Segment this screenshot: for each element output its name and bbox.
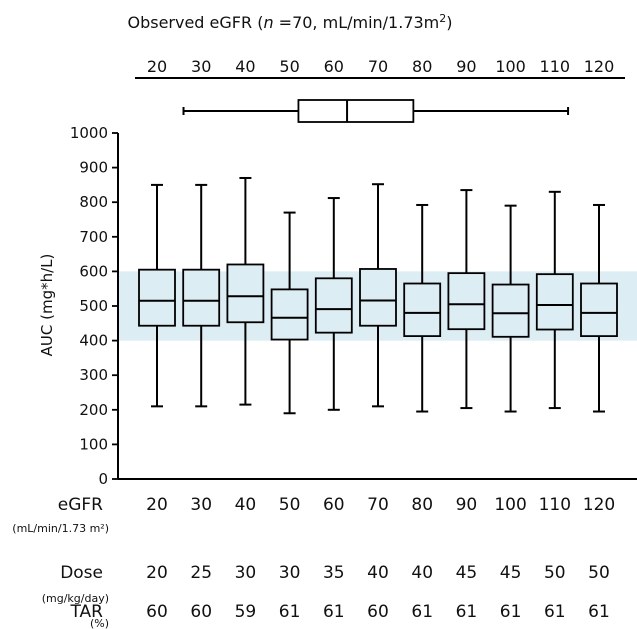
iqr-box (535, 273, 574, 331)
row-label-tar: TAR (69, 602, 103, 622)
row-value-dose: 40 (367, 563, 389, 583)
row-value-egfr: 60 (323, 495, 345, 515)
y-tick-label: 700 (79, 228, 108, 246)
row-value-egfr: 50 (279, 495, 301, 515)
row-value-dose: 20 (146, 563, 168, 583)
row-value-dose: 30 (279, 563, 301, 583)
row-value-tar: 61 (279, 602, 301, 622)
row-value-tar: 60 (146, 602, 168, 622)
auc-box-group (491, 204, 530, 413)
y-tick-label: 600 (79, 262, 108, 280)
y-tick-label: 1000 (70, 124, 108, 142)
row-value-egfr: 110 (539, 495, 571, 515)
iqr-box (491, 283, 530, 338)
row-value-dose: 50 (588, 563, 610, 583)
top-axis-tick-label: 50 (279, 57, 299, 76)
iqr-box (226, 263, 265, 324)
top-axis-tick-label: 30 (191, 57, 211, 76)
row-value-egfr: 90 (456, 495, 478, 515)
row-value-egfr: 70 (367, 495, 389, 515)
top-axis-tick-label: 40 (235, 57, 255, 76)
observed-iqr-box (297, 99, 415, 123)
row-value-dose: 45 (500, 563, 522, 583)
auc-box-group (182, 183, 221, 408)
row-value-tar: 61 (500, 602, 522, 622)
row-value-egfr: 120 (583, 495, 615, 515)
row-value-tar: 60 (190, 602, 212, 622)
row-value-tar: 61 (411, 602, 433, 622)
row-unit-egfr: (mL/min/1.73 m²) (12, 522, 109, 535)
row-value-dose: 35 (323, 563, 345, 583)
iqr-box (138, 268, 176, 327)
y-tick-label: 300 (79, 366, 108, 384)
iqr-box (403, 282, 442, 338)
auc-box-group (447, 189, 486, 410)
iqr-box (447, 272, 486, 331)
auc-box-group (535, 190, 574, 410)
row-value-dose: 25 (190, 563, 212, 583)
row-label-dose: Dose (60, 563, 103, 583)
iqr-box (182, 268, 221, 327)
auc-boxes (138, 176, 618, 415)
chart-title: Observed eGFR (n =70, mL/min/1.73m2) (127, 12, 452, 32)
row-unit-dose: (mg/kg/day) (42, 592, 109, 605)
row-value-dose: 50 (544, 563, 566, 583)
row-value-egfr: 100 (494, 495, 526, 515)
auc-box-group (226, 176, 265, 406)
top-axis-tick-label: 110 (540, 57, 571, 76)
y-tick-label: 800 (79, 193, 108, 211)
top-axis-tick-label: 20 (147, 57, 167, 76)
row-label-egfr: eGFR (58, 495, 103, 515)
row-value-egfr: 30 (190, 495, 212, 515)
top-axis-tick-label: 90 (456, 57, 476, 76)
auc-box-group (138, 183, 176, 408)
auc-box-group (314, 197, 353, 411)
auc-box-group (580, 203, 618, 413)
row-value-dose: 40 (411, 563, 433, 583)
row-unit-tar: (%) (90, 617, 109, 629)
y-tick-label: 900 (79, 159, 108, 177)
top-axis-tick-label: 60 (324, 57, 344, 76)
y-tick-label: 200 (79, 401, 108, 419)
iqr-box (314, 277, 353, 334)
row-value-tar: 61 (588, 602, 610, 622)
row-value-tar: 60 (367, 602, 389, 622)
row-value-tar: 61 (323, 602, 345, 622)
row-value-tar: 59 (235, 602, 257, 622)
row-value-dose: 30 (235, 563, 257, 583)
dose-table: eGFR (mL/min/1.73 m²) 20 30 40 50 60 70 80 90 100 1… (12, 495, 615, 629)
observed-egfr-boxplot (182, 99, 570, 123)
y-axis-label: AUC (mg*h/L) (38, 254, 56, 357)
auc-box-group (359, 183, 397, 408)
row-value-tar: 61 (544, 602, 566, 622)
row-value-egfr: 40 (235, 495, 257, 515)
iqr-box (359, 268, 397, 327)
auc-box-group (403, 203, 442, 413)
iqr-box (580, 282, 618, 338)
iqr-box (270, 288, 309, 341)
auc-box-group (270, 211, 309, 415)
row-value-dose: 45 (456, 563, 478, 583)
top-axis-tick-label: 80 (412, 57, 432, 76)
row-value-egfr: 20 (146, 495, 168, 515)
top-axis-tick-label: 120 (584, 57, 615, 76)
y-axis: 0 100 200 300 400 500 600 700 800 900 1000 (70, 124, 637, 488)
y-tick-label: 400 (79, 332, 108, 350)
top-axis-tick-label: 70 (368, 57, 388, 76)
row-value-tar: 61 (456, 602, 478, 622)
y-tick-label: 100 (79, 435, 108, 453)
top-axis-tick-label: 100 (495, 57, 526, 76)
row-value-egfr: 80 (411, 495, 433, 515)
y-tick-label: 500 (79, 297, 108, 315)
y-tick-label: 0 (98, 470, 108, 488)
observed-egfr-axis: 20 30 40 50 60 70 80 90 100 110 120 (135, 57, 625, 79)
